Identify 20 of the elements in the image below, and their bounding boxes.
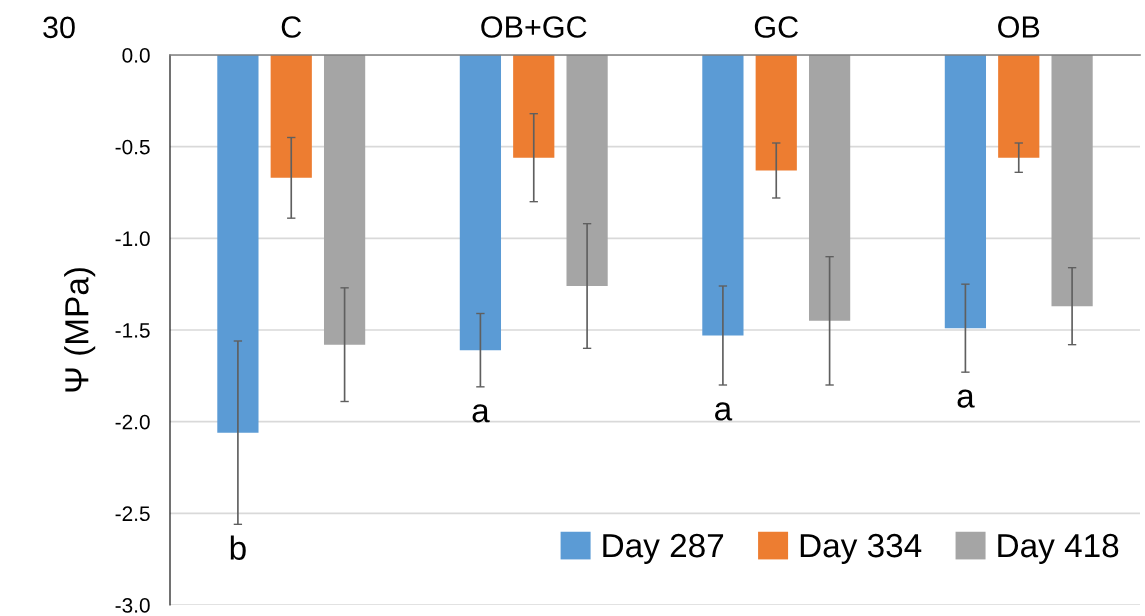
legend-label: Day 418 — [998, 533, 1119, 564]
x-tick-label: OB+GC — [481, 16, 587, 38]
annotation: a — [715, 402, 733, 421]
x-tick-label: OB — [998, 16, 1040, 38]
y-tick-label: 0.0 — [122, 48, 150, 63]
y-tick-label: -2.5 — [115, 506, 150, 522]
annotation: a — [472, 404, 490, 423]
y-tick-label: -0.5 — [115, 139, 150, 155]
y-axis-title: Ψ (MPa) — [64, 268, 96, 392]
annotation: b — [230, 535, 246, 560]
x-tick-label: C — [281, 16, 302, 38]
text: 30 — [43, 16, 75, 39]
legend-label: Day 287 — [603, 533, 724, 564]
annotation: a — [957, 389, 975, 408]
y-tick-label: -1.0 — [115, 231, 150, 247]
y-tick-label: -3.0 — [115, 598, 150, 613]
y-tick-label: -1.5 — [115, 323, 150, 338]
y-tick-label: -2.0 — [115, 414, 150, 430]
x-tick-label: GC — [754, 16, 798, 38]
legend-label: Day 334 — [800, 533, 922, 564]
